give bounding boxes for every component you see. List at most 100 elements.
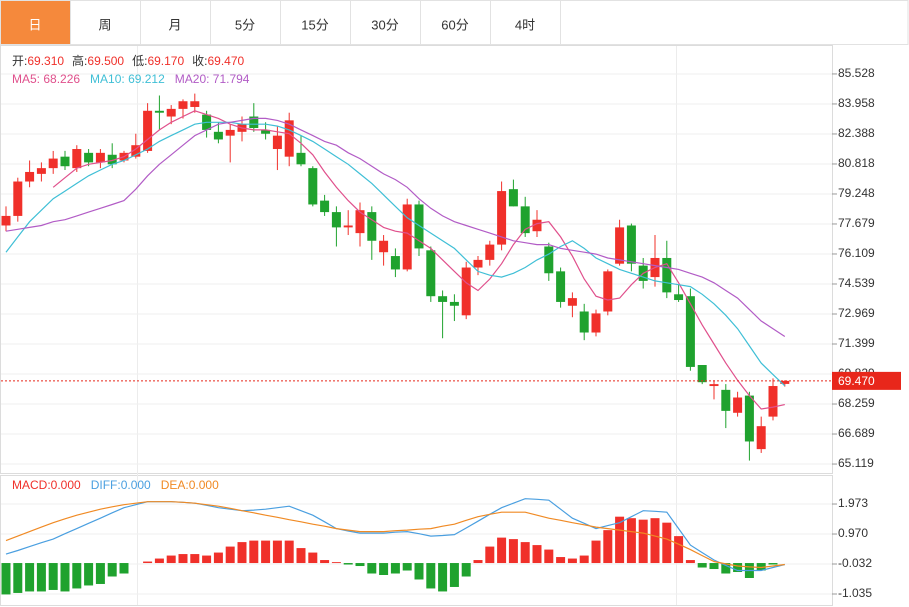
macd-bar: [25, 563, 35, 592]
macd-bar: [438, 563, 448, 592]
y-tick-label: 65.119: [838, 456, 874, 470]
candle-body: [166, 108, 176, 117]
ohlc-info: 开:69.310 高:69.500 低:69.170 收:69.470: [12, 53, 245, 68]
y-tick-label: 80.818: [838, 156, 875, 170]
tab-label[interactable]: 15分: [301, 17, 328, 32]
macd-bar: [544, 549, 554, 564]
candle-body: [768, 386, 778, 417]
tab[interactable]: [140, 0, 211, 45]
ohlc-label: 高:: [72, 53, 87, 68]
candle-body: [532, 219, 542, 232]
macd-bar: [213, 552, 223, 564]
candle-body: [709, 384, 719, 387]
tab-label[interactable]: 月: [168, 17, 181, 32]
macd-bar: [331, 562, 341, 564]
y-tick-label: 76.109: [838, 246, 875, 260]
macd-bar: [48, 563, 58, 590]
macd-bar: [60, 563, 70, 592]
tab[interactable]: [280, 0, 351, 45]
macd-bar: [532, 545, 542, 564]
macd-bar: [343, 563, 353, 565]
candle-body: [697, 365, 707, 383]
macd-bar: [154, 558, 164, 564]
macd-bar: [603, 530, 613, 564]
macd-bar: [390, 563, 400, 574]
legend: 开:69.310 高:69.500 低:69.170 收:69.470 MA5: 68.…: [12, 53, 250, 492]
macd-bar: [320, 560, 330, 564]
legend-entry: DIFF:0.000: [91, 478, 151, 492]
y-tick-label: 72.969: [838, 306, 875, 320]
macd-bar: [1, 563, 11, 595]
candle-body: [343, 225, 353, 228]
candle-body: [426, 250, 436, 297]
tab[interactable]: [420, 0, 491, 45]
macd-bar: [638, 519, 648, 564]
y-tick-label: 83.958: [838, 96, 875, 110]
macd-bar: [768, 563, 778, 565]
tab-label[interactable]: 60分: [441, 17, 468, 32]
candle-body: [131, 145, 141, 157]
macd-bar: [461, 563, 471, 577]
macd-bar: [119, 563, 129, 574]
y-tick-label: -1.035: [838, 586, 872, 600]
macd-bar: [308, 552, 318, 564]
candle-body: [438, 296, 448, 302]
candle-body: [756, 426, 766, 450]
period-tabs: 日 周 月 5分 15分 30分 60分 4时: [0, 0, 909, 45]
indicator-line: [5, 117, 786, 338]
candle-body: [84, 152, 94, 163]
tab[interactable]: [350, 0, 421, 45]
tab-label[interactable]: 5分: [235, 17, 255, 32]
tab-label[interactable]: 30分: [371, 17, 398, 32]
macd-bar: [520, 542, 530, 564]
macd-bar: [662, 522, 672, 564]
tab[interactable]: [490, 0, 561, 45]
tab-label[interactable]: 周: [98, 17, 111, 32]
candle-body: [390, 256, 400, 270]
candle-body: [355, 210, 365, 234]
candle-body: [272, 135, 282, 150]
candle-body: [249, 116, 259, 128]
macd-bar: [650, 518, 660, 564]
candle-body: [1, 215, 11, 226]
tab[interactable]: [70, 0, 141, 45]
y-tick-label: -0.032: [838, 556, 872, 570]
macd-bar: [225, 546, 235, 564]
candle-body: [567, 298, 577, 306]
macd-bar: [756, 563, 766, 571]
macd-bar: [178, 554, 188, 564]
legend-entry: MA20: 71.794: [175, 72, 250, 86]
macd-bar: [379, 563, 389, 576]
y-tick-label: 0.970: [838, 526, 868, 540]
candle-body: [508, 189, 518, 207]
ohlc-label: 低:: [132, 54, 147, 68]
tab-label[interactable]: 日: [28, 17, 41, 32]
indicator-line: [5, 501, 785, 569]
tab-bar-rest: [560, 0, 909, 45]
macd-bar: [84, 563, 94, 586]
candle-body: [473, 259, 483, 268]
candle-body: [744, 395, 754, 442]
tab-label[interactable]: 4时: [515, 17, 535, 32]
grid: 85.528 83.958 82.388 80.818 79.248 77.679 76.1…: [1, 66, 875, 600]
tab[interactable]: [0, 0, 71, 45]
indicator-line: [5, 121, 786, 387]
last-price-box: [832, 371, 901, 390]
macd-bar: [674, 536, 684, 564]
candle-body: [497, 191, 507, 245]
candle-body: [178, 101, 188, 109]
macd-bar: [685, 560, 695, 564]
macd-bar: [449, 563, 459, 587]
macd-bar: [95, 563, 105, 584]
candle-body: [308, 168, 318, 205]
legend-entry: MA10: 69.212: [90, 72, 165, 86]
legend-entry: MACD:0.000: [12, 478, 81, 492]
macd-bar: [615, 516, 625, 564]
macd-bar: [107, 563, 117, 577]
macd-bar: [72, 563, 82, 589]
plot-area: 69.470: [1, 93, 901, 595]
candle-body: [25, 171, 35, 182]
candle-body: [485, 244, 495, 260]
y-tick-label: 1.973: [838, 496, 868, 510]
